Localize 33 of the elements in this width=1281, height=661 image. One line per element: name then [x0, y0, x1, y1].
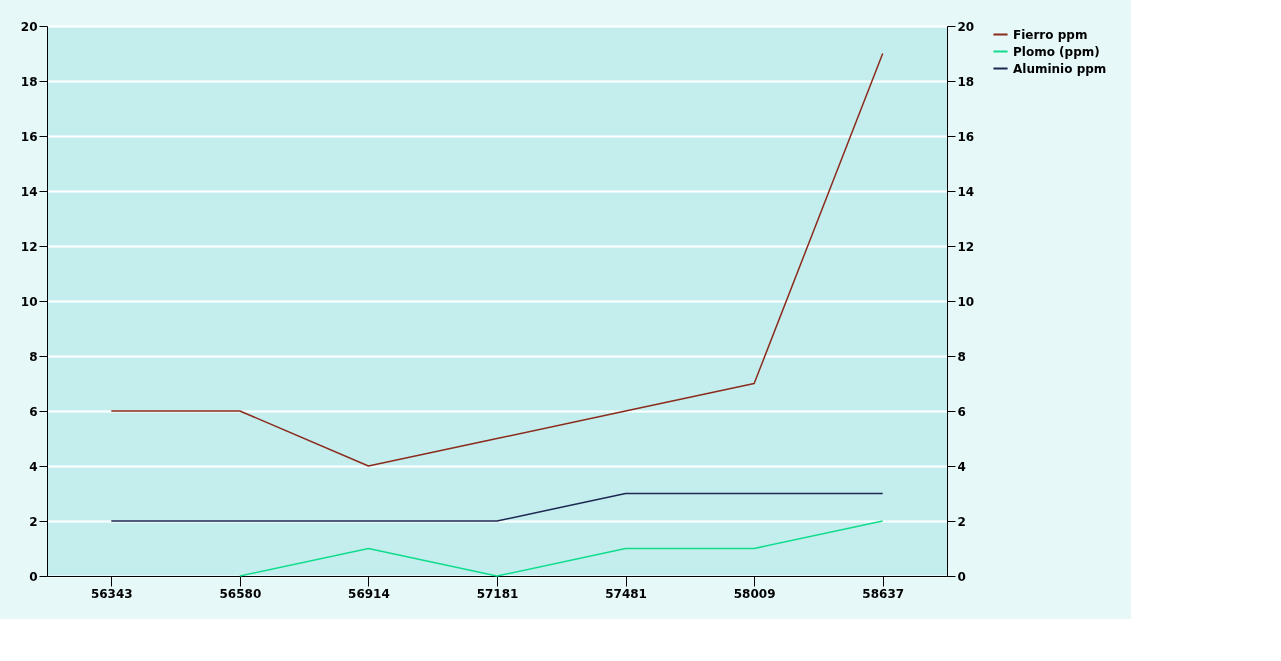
y-tick-label: 18 — [20, 74, 38, 89]
y-tick-label: 10 — [20, 294, 38, 309]
legend-label: Plomo (ppm) — [1013, 44, 1100, 59]
y2-tick-label: 12 — [957, 239, 975, 254]
y2-tick-label: 8 — [957, 349, 966, 364]
y2-tick-label: 16 — [957, 129, 975, 144]
y-tick-label: 0 — [29, 569, 38, 584]
y2-tick-label: 18 — [957, 74, 975, 89]
legend-label: Aluminio ppm — [1013, 61, 1107, 76]
y-tick-label: 4 — [29, 459, 38, 474]
y-tick-label: 16 — [20, 129, 38, 144]
y-tick-label: 2 — [29, 514, 38, 529]
y2-tick-label: 20 — [957, 19, 975, 34]
y2-tick-label: 14 — [957, 184, 975, 199]
y-tick-label: 14 — [20, 184, 38, 199]
y2-tick-label: 0 — [957, 569, 966, 584]
legend-label: Fierro ppm — [1013, 27, 1088, 42]
y2-tick-label: 6 — [957, 404, 966, 419]
x-tick-label: 58009 — [733, 586, 776, 601]
x-tick-label: 58637 — [862, 586, 905, 601]
y-tick-label: 20 — [20, 19, 38, 34]
y2-tick-label: 2 — [957, 514, 966, 529]
x-tick-label: 57481 — [605, 586, 647, 601]
x-tick-label: 57181 — [476, 586, 519, 601]
x-tick-label: 56343 — [90, 586, 133, 601]
y-tick-label: 6 — [29, 404, 38, 419]
x-tick-label: 56914 — [348, 586, 390, 601]
x-tick-label: 56580 — [219, 586, 262, 601]
y-tick-label: 8 — [29, 349, 38, 364]
line-series — [110, 52, 884, 467]
y2-tick-label: 4 — [957, 459, 966, 474]
y-tick-label: 12 — [20, 239, 38, 254]
y2-tick-label: 10 — [957, 294, 975, 309]
